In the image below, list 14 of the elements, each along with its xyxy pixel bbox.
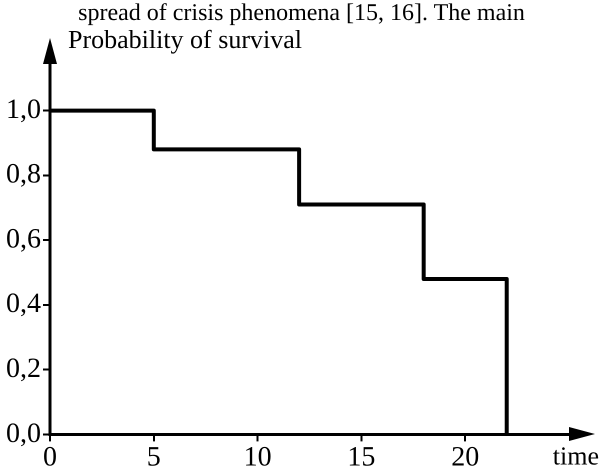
x-tick-label: 5 (146, 442, 161, 473)
x-axis-title: time (552, 441, 599, 470)
x-tick-label: 20 (451, 442, 480, 473)
y-tick-label: 0,4 (6, 288, 41, 320)
y-tick-label: 1,0 (6, 94, 41, 125)
x-tick-label: 10 (244, 442, 272, 473)
y-tick-label: 0,6 (6, 223, 41, 254)
y-tick-label: 0,8 (6, 158, 41, 190)
text: spread of crisis phenomena [15, 16]. The main (78, 0, 525, 26)
y-axis-title: Probability of survival (68, 25, 302, 54)
x-tick-label: 15 (347, 442, 376, 473)
x-tick-label: 0 (43, 442, 57, 473)
y-tick-label: 0,0 (6, 418, 41, 449)
y-tick-label: 0,2 (6, 352, 41, 384)
